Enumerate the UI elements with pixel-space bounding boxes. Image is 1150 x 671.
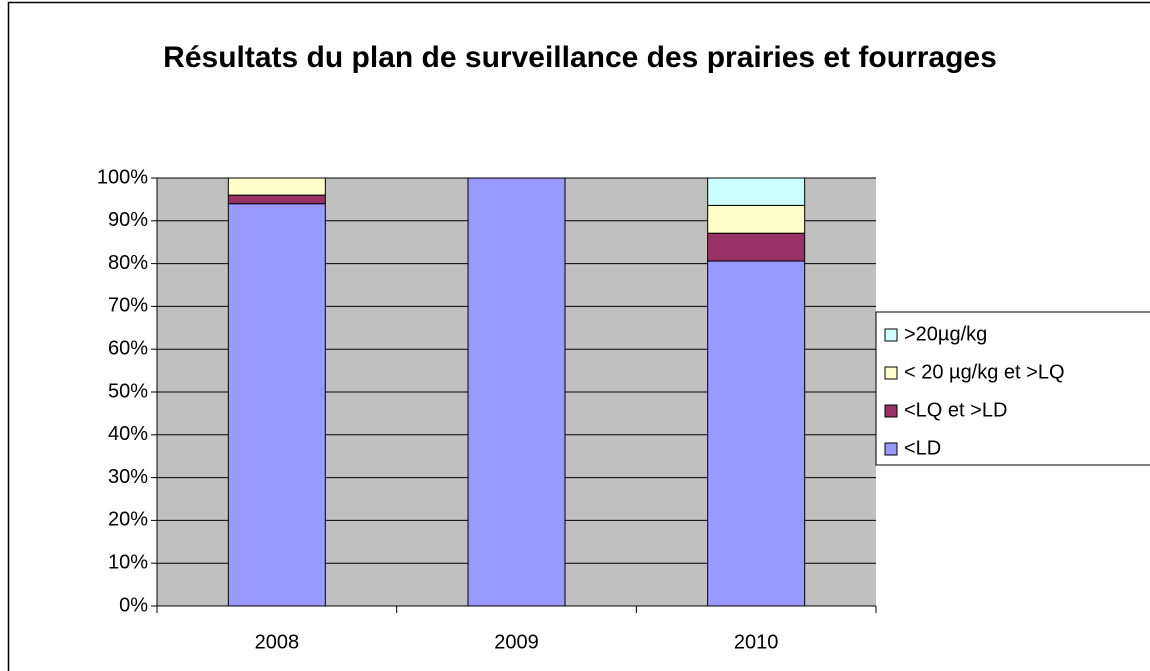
y-tick-label: 100%: [97, 166, 148, 188]
bar-segment: [707, 232, 806, 262]
y-tick-label: 20%: [108, 509, 148, 531]
legend-label: <LD: [904, 437, 941, 459]
x-tick-label: 2010: [734, 631, 779, 653]
y-tick-label: 60%: [108, 337, 148, 359]
bar-segment: [707, 260, 806, 607]
y-tick-label: 40%: [108, 423, 148, 445]
y-tick-label: 10%: [108, 551, 148, 573]
bar-segment: [707, 204, 806, 234]
bar-segment: [227, 194, 326, 205]
bar-segment: [227, 177, 326, 196]
x-tick-label: 2009: [494, 631, 539, 653]
y-tick-label: 50%: [108, 380, 148, 402]
bar-segment: [707, 177, 806, 206]
legend-label: >20µg/kg: [904, 323, 987, 345]
x-tick-label: 2008: [255, 631, 300, 653]
y-tick-label: 30%: [108, 466, 148, 488]
y-tick-label: 90%: [108, 209, 148, 231]
y-tick-label: 80%: [108, 252, 148, 274]
y-tick-label: 70%: [108, 295, 148, 317]
legend-box: [875, 311, 1150, 466]
legend-swatch: [884, 442, 898, 456]
y-tick-label: 0%: [119, 594, 148, 616]
legend-swatch: [884, 328, 898, 342]
legend-swatch: [884, 366, 898, 380]
bar-segment: [227, 203, 326, 607]
legend-label: < 20 µg/kg et >LQ: [904, 361, 1065, 383]
bar-segment: [467, 177, 566, 607]
legend-swatch: [884, 404, 898, 418]
chart-title: Résultats du plan de surveillance des pr…: [163, 41, 997, 74]
legend-label: <LQ et >LD: [904, 399, 1007, 421]
